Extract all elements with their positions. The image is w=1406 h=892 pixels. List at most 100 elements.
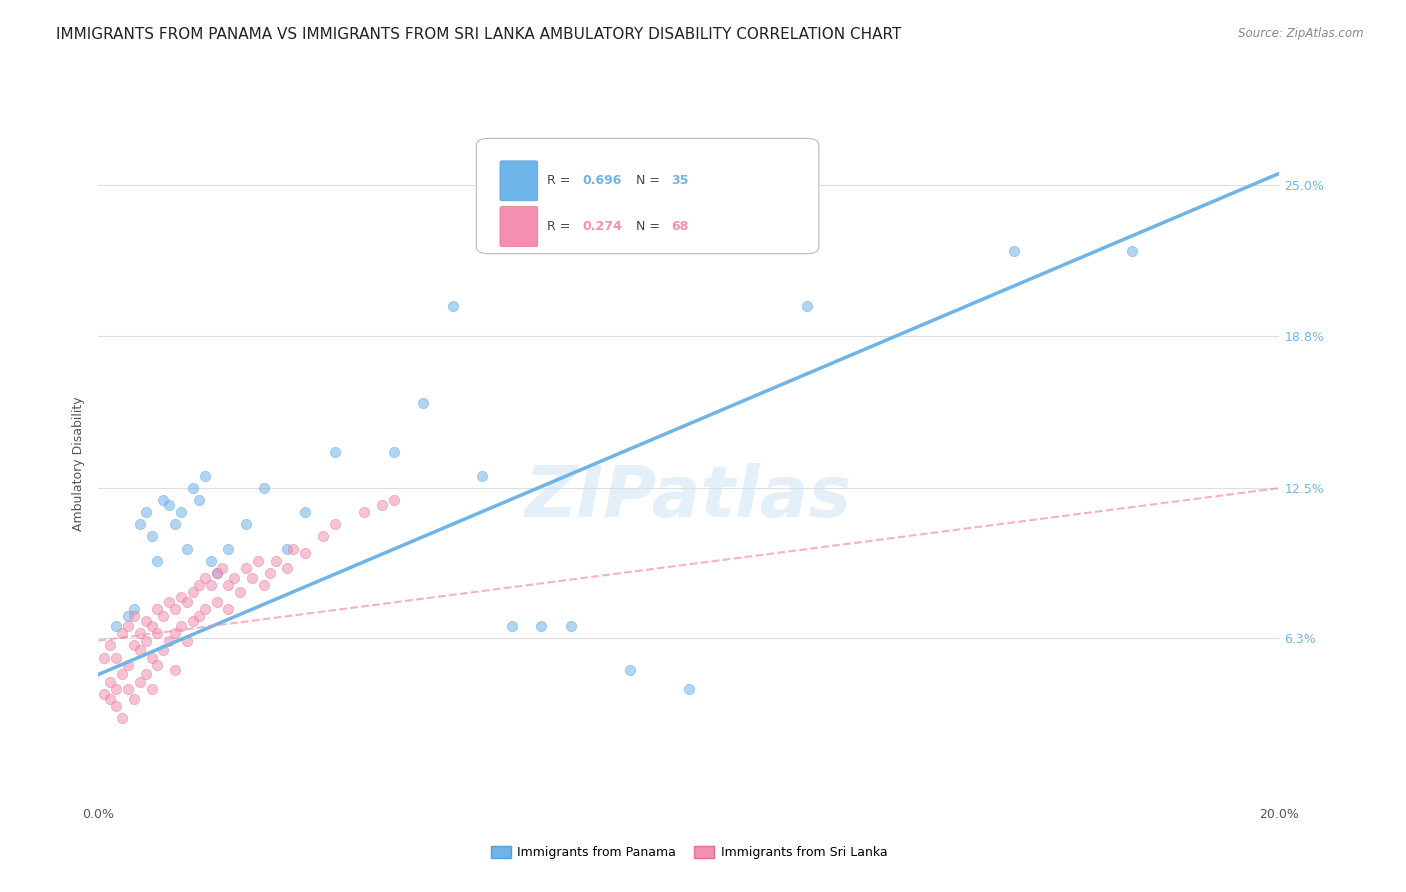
Point <box>530 619 553 633</box>
Point <box>111 626 134 640</box>
Point <box>294 505 316 519</box>
Point <box>122 639 145 653</box>
Point <box>176 595 198 609</box>
Point <box>117 681 139 696</box>
Point <box>170 590 193 604</box>
Point <box>382 444 405 458</box>
Point <box>111 667 134 681</box>
Point <box>135 614 157 628</box>
Text: 35: 35 <box>671 174 689 187</box>
Point <box>122 602 145 616</box>
Point <box>152 643 174 657</box>
FancyBboxPatch shape <box>501 207 537 246</box>
Point <box>205 566 228 580</box>
Point <box>253 578 276 592</box>
Point <box>246 554 269 568</box>
Point <box>678 681 700 696</box>
Point <box>157 633 180 648</box>
Point <box>141 650 163 665</box>
Point <box>98 691 121 706</box>
Point <box>264 554 287 568</box>
Point <box>135 505 157 519</box>
Point <box>224 571 246 585</box>
Point <box>205 595 228 609</box>
Point <box>146 602 169 616</box>
Point <box>501 619 523 633</box>
Point <box>323 517 346 532</box>
Point <box>276 541 298 556</box>
Point <box>187 578 209 592</box>
Point <box>382 493 405 508</box>
Point <box>117 657 139 672</box>
Text: ZIPatlas: ZIPatlas <box>526 463 852 533</box>
Point <box>1121 244 1143 258</box>
Y-axis label: Ambulatory Disability: Ambulatory Disability <box>72 397 84 531</box>
Point <box>93 650 115 665</box>
Point <box>135 667 157 681</box>
Point <box>128 643 150 657</box>
Point <box>796 300 818 314</box>
Point <box>141 529 163 543</box>
Point <box>105 619 128 633</box>
Point <box>211 561 233 575</box>
Point <box>240 571 263 585</box>
Text: R =: R = <box>547 220 575 233</box>
Legend: Immigrants from Panama, Immigrants from Sri Lanka: Immigrants from Panama, Immigrants from … <box>485 841 893 864</box>
Point <box>176 541 198 556</box>
Point <box>229 585 252 599</box>
Point <box>371 498 394 512</box>
Point <box>152 609 174 624</box>
Point <box>165 663 187 677</box>
Point <box>141 681 163 696</box>
Point <box>412 396 434 410</box>
Point <box>217 602 239 616</box>
Point <box>1002 244 1025 258</box>
Text: 68: 68 <box>671 220 689 233</box>
Point <box>170 505 193 519</box>
Point <box>471 469 494 483</box>
Point <box>141 619 163 633</box>
Point <box>181 585 204 599</box>
Point <box>560 619 582 633</box>
Point <box>117 619 139 633</box>
Point <box>217 578 239 592</box>
Text: N =: N = <box>636 174 664 187</box>
Point <box>165 602 187 616</box>
Point <box>619 663 641 677</box>
Point <box>194 602 217 616</box>
Point <box>235 517 257 532</box>
Point <box>157 498 180 512</box>
Point <box>122 609 145 624</box>
Point <box>105 698 128 713</box>
Point <box>105 650 128 665</box>
Point <box>170 619 193 633</box>
Point <box>194 571 217 585</box>
Point <box>235 561 257 575</box>
Point <box>181 481 204 495</box>
Point <box>93 687 115 701</box>
Point <box>111 711 134 725</box>
Point <box>135 633 157 648</box>
Point <box>176 633 198 648</box>
Point <box>98 639 121 653</box>
Point <box>253 481 276 495</box>
Point <box>200 578 222 592</box>
Point <box>146 554 169 568</box>
Point <box>276 561 298 575</box>
Point <box>217 541 239 556</box>
Point <box>98 674 121 689</box>
Text: 0.696: 0.696 <box>582 174 621 187</box>
Point <box>122 691 145 706</box>
Text: R =: R = <box>547 174 575 187</box>
Point <box>205 566 228 580</box>
Point <box>165 517 187 532</box>
Point <box>323 444 346 458</box>
Point <box>194 469 217 483</box>
Point <box>259 566 281 580</box>
Point <box>165 626 187 640</box>
Text: 0.274: 0.274 <box>582 220 623 233</box>
Point <box>105 681 128 696</box>
Point <box>152 493 174 508</box>
Point <box>157 595 180 609</box>
Point <box>128 626 150 640</box>
